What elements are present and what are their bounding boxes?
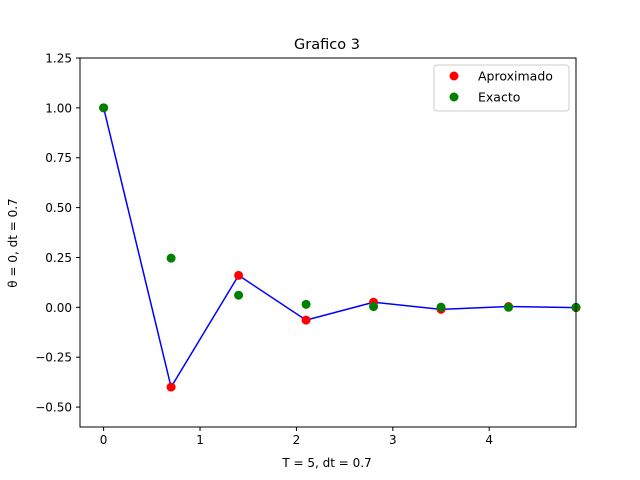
point-aproximado-3: [301, 315, 311, 325]
legend-label-aproximado: Aproximado: [478, 69, 553, 84]
y-tick-label-6: 1.00: [45, 101, 72, 115]
legend-frame: [433, 64, 570, 112]
x-tick-label-0: 0: [100, 433, 108, 447]
y-tick-label-2: 0.00: [45, 301, 72, 315]
point-aproximado-2: [234, 270, 244, 280]
legend-marker-aproximado: [449, 71, 459, 81]
x-tick-label-3: 3: [389, 433, 397, 447]
legend-marker-exacto: [449, 92, 459, 102]
y-tick-label-3: 0.25: [45, 251, 72, 265]
point-exacto-0: [99, 103, 109, 113]
x-tick-label-2: 2: [293, 433, 301, 447]
x-axis-label: T = 5, dt = 0.7: [281, 456, 371, 470]
point-exacto-1: [166, 253, 176, 263]
legend-label-exacto: Exacto: [478, 90, 520, 105]
legend: Aproximado Exacto: [433, 64, 570, 112]
y-tick-label-7: 1.25: [45, 52, 72, 66]
point-exacto-4: [369, 302, 379, 312]
x-tick-label-1: 1: [196, 433, 204, 447]
y-tick-label-1: −0.25: [35, 351, 72, 365]
axes-frame: [79, 57, 577, 428]
point-aproximado-1: [166, 382, 176, 392]
y-tick-label-5: 0.75: [45, 151, 72, 165]
series-line: [102, 107, 577, 388]
point-exacto-2: [234, 290, 244, 300]
point-exacto-6: [504, 302, 514, 312]
x-tick-label-4: 4: [485, 433, 493, 447]
y-tick-label-4: 0.50: [45, 201, 72, 215]
point-exacto-5: [436, 302, 446, 312]
chart-title: Grafico 3: [294, 37, 360, 53]
point-exacto-3: [301, 299, 311, 309]
y-tick-label-0: −0.50: [35, 401, 72, 415]
y-axis-label: θ = 0, dt = 0.7: [6, 198, 20, 287]
plot-area: 0 1 2 3 4 −0.50 −0.25 0.00 0.25 0.50 0.75 1.00 1.25: [35, 52, 581, 447]
